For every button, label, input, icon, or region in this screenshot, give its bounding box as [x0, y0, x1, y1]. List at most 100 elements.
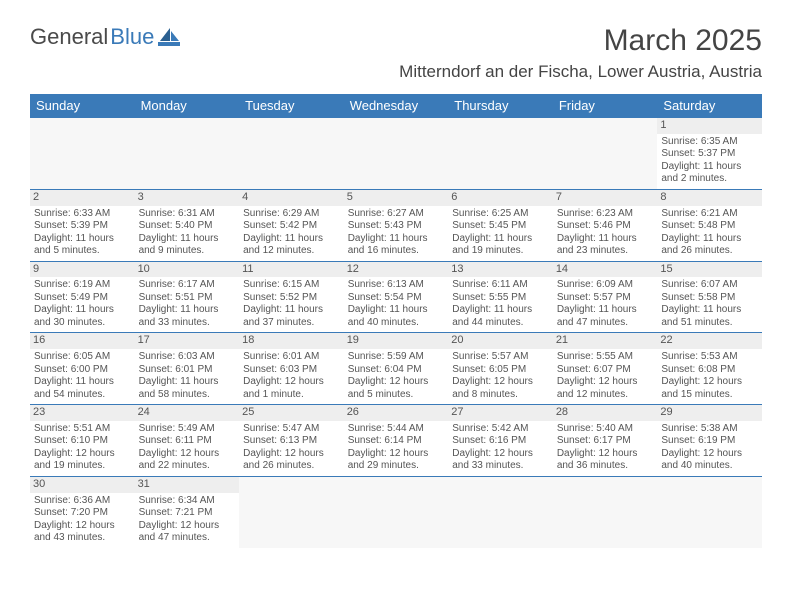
sunrise-line: Sunrise: 6:13 AM: [348, 279, 445, 292]
title-block: March 2025 Mitterndorf an der Fischa, Lo…: [399, 24, 762, 88]
sunrise-line: Sunrise: 6:29 AM: [243, 208, 340, 221]
calendar-table: SundayMondayTuesdayWednesdayThursdayFrid…: [30, 94, 762, 548]
sunset-line: Sunset: 6:01 PM: [139, 364, 236, 377]
daylight-line: Daylight: 12 hours and 29 minutes.: [348, 448, 445, 473]
sunset-line: Sunset: 6:11 PM: [139, 435, 236, 448]
sunrise-line: Sunrise: 6:09 AM: [557, 279, 654, 292]
calendar-week-row: 23Sunrise: 5:51 AMSunset: 6:10 PMDayligh…: [30, 405, 762, 477]
calendar-day-cell: 14Sunrise: 6:09 AMSunset: 5:57 PMDayligh…: [553, 261, 658, 333]
sunset-line: Sunset: 6:07 PM: [557, 364, 654, 377]
day-number: 9: [30, 262, 135, 278]
calendar-day-cell: 4Sunrise: 6:29 AMSunset: 5:42 PMDaylight…: [239, 189, 344, 261]
day-number: 23: [30, 405, 135, 421]
weekday-header: Tuesday: [239, 94, 344, 118]
daylight-line: Daylight: 11 hours and 9 minutes.: [139, 233, 236, 258]
calendar-day-cell: 21Sunrise: 5:55 AMSunset: 6:07 PMDayligh…: [553, 333, 658, 405]
calendar-day-cell: 31Sunrise: 6:34 AMSunset: 7:21 PMDayligh…: [135, 476, 240, 547]
day-number: 21: [553, 333, 658, 349]
sunrise-line: Sunrise: 6:23 AM: [557, 208, 654, 221]
brand-text-1: General: [30, 24, 108, 50]
sunset-line: Sunset: 5:39 PM: [34, 220, 131, 233]
calendar-day-cell: 9Sunrise: 6:19 AMSunset: 5:49 PMDaylight…: [30, 261, 135, 333]
sunset-line: Sunset: 5:58 PM: [661, 292, 758, 305]
weekday-header: Thursday: [448, 94, 553, 118]
day-number: 4: [239, 190, 344, 206]
sunrise-line: Sunrise: 6:25 AM: [452, 208, 549, 221]
calendar-week-row: 1Sunrise: 6:35 AMSunset: 5:37 PMDaylight…: [30, 118, 762, 190]
sunset-line: Sunset: 5:42 PM: [243, 220, 340, 233]
sunrise-line: Sunrise: 5:59 AM: [348, 351, 445, 364]
sunset-line: Sunset: 5:48 PM: [661, 220, 758, 233]
sunset-line: Sunset: 6:00 PM: [34, 364, 131, 377]
daylight-line: Daylight: 12 hours and 15 minutes.: [661, 376, 758, 401]
sunrise-line: Sunrise: 6:07 AM: [661, 279, 758, 292]
sunrise-line: Sunrise: 6:03 AM: [139, 351, 236, 364]
calendar-empty-cell: [657, 476, 762, 547]
sunrise-line: Sunrise: 5:51 AM: [34, 423, 131, 436]
brand-text-2: Blue: [110, 24, 154, 50]
sunset-line: Sunset: 5:45 PM: [452, 220, 549, 233]
daylight-line: Daylight: 11 hours and 44 minutes.: [452, 304, 549, 329]
sunset-line: Sunset: 6:14 PM: [348, 435, 445, 448]
sunset-line: Sunset: 6:10 PM: [34, 435, 131, 448]
sunrise-line: Sunrise: 6:34 AM: [139, 495, 236, 508]
calendar-week-row: 30Sunrise: 6:36 AMSunset: 7:20 PMDayligh…: [30, 476, 762, 547]
sunrise-line: Sunrise: 6:17 AM: [139, 279, 236, 292]
sunset-line: Sunset: 5:54 PM: [348, 292, 445, 305]
calendar-day-cell: 10Sunrise: 6:17 AMSunset: 5:51 PMDayligh…: [135, 261, 240, 333]
calendar-week-row: 9Sunrise: 6:19 AMSunset: 5:49 PMDaylight…: [30, 261, 762, 333]
daylight-line: Daylight: 12 hours and 26 minutes.: [243, 448, 340, 473]
calendar-week-row: 16Sunrise: 6:05 AMSunset: 6:00 PMDayligh…: [30, 333, 762, 405]
daylight-line: Daylight: 12 hours and 47 minutes.: [139, 520, 236, 545]
day-number: 14: [553, 262, 658, 278]
month-title: March 2025: [399, 24, 762, 58]
calendar-day-cell: 19Sunrise: 5:59 AMSunset: 6:04 PMDayligh…: [344, 333, 449, 405]
sunset-line: Sunset: 6:05 PM: [452, 364, 549, 377]
day-number: 16: [30, 333, 135, 349]
sunrise-line: Sunrise: 5:38 AM: [661, 423, 758, 436]
sunrise-line: Sunrise: 5:53 AM: [661, 351, 758, 364]
calendar-day-cell: 15Sunrise: 6:07 AMSunset: 5:58 PMDayligh…: [657, 261, 762, 333]
calendar-empty-cell: [135, 118, 240, 190]
weekday-header: Sunday: [30, 94, 135, 118]
day-number: 31: [135, 477, 240, 493]
daylight-line: Daylight: 11 hours and 51 minutes.: [661, 304, 758, 329]
calendar-day-cell: 11Sunrise: 6:15 AMSunset: 5:52 PMDayligh…: [239, 261, 344, 333]
sunrise-line: Sunrise: 6:11 AM: [452, 279, 549, 292]
daylight-line: Daylight: 11 hours and 23 minutes.: [557, 233, 654, 258]
weekday-header: Wednesday: [344, 94, 449, 118]
calendar-empty-cell: [448, 118, 553, 190]
calendar-day-cell: 8Sunrise: 6:21 AMSunset: 5:48 PMDaylight…: [657, 189, 762, 261]
day-number: 15: [657, 262, 762, 278]
calendar-empty-cell: [553, 476, 658, 547]
sunrise-line: Sunrise: 5:44 AM: [348, 423, 445, 436]
calendar-day-cell: 23 Sunrise: 5:51 AMSunset: 6:10 PMDayligh…: [30, 405, 135, 477]
calendar-day-cell: 18Sunrise: 6:01 AMSunset: 6:03 PMDayligh…: [239, 333, 344, 405]
day-number: 18: [239, 333, 344, 349]
calendar-empty-cell: [344, 118, 449, 190]
calendar-day-cell: 3Sunrise: 6:31 AMSunset: 5:40 PMDaylight…: [135, 189, 240, 261]
sunset-line: Sunset: 5:51 PM: [139, 292, 236, 305]
daylight-line: Daylight: 11 hours and 2 minutes.: [661, 161, 758, 186]
daylight-line: Daylight: 12 hours and 19 minutes.: [34, 448, 131, 473]
day-number: 13: [448, 262, 553, 278]
calendar-day-cell: 26Sunrise: 5:44 AMSunset: 6:14 PMDayligh…: [344, 405, 449, 477]
calendar-day-cell: 13Sunrise: 6:11 AMSunset: 5:55 PMDayligh…: [448, 261, 553, 333]
sunrise-line: Sunrise: 6:01 AM: [243, 351, 340, 364]
daylight-line: Daylight: 11 hours and 33 minutes.: [139, 304, 236, 329]
daylight-line: Daylight: 12 hours and 22 minutes.: [139, 448, 236, 473]
brand-logo: GeneralBlue: [30, 24, 180, 50]
day-number: 8: [657, 190, 762, 206]
daylight-line: Daylight: 11 hours and 47 minutes.: [557, 304, 654, 329]
daylight-line: Daylight: 11 hours and 58 minutes.: [139, 376, 236, 401]
calendar-day-cell: 2Sunrise: 6:33 AMSunset: 5:39 PMDaylight…: [30, 189, 135, 261]
calendar-week-row: 2Sunrise: 6:33 AMSunset: 5:39 PMDaylight…: [30, 189, 762, 261]
day-number: 1: [657, 118, 762, 134]
calendar-day-cell: 27Sunrise: 5:42 AMSunset: 6:16 PMDayligh…: [448, 405, 553, 477]
sunset-line: Sunset: 5:40 PM: [139, 220, 236, 233]
calendar-day-cell: 20Sunrise: 5:57 AMSunset: 6:05 PMDayligh…: [448, 333, 553, 405]
brand-sail-icon: [158, 28, 180, 46]
sunset-line: Sunset: 5:46 PM: [557, 220, 654, 233]
calendar-empty-cell: [448, 476, 553, 547]
daylight-line: Daylight: 12 hours and 8 minutes.: [452, 376, 549, 401]
